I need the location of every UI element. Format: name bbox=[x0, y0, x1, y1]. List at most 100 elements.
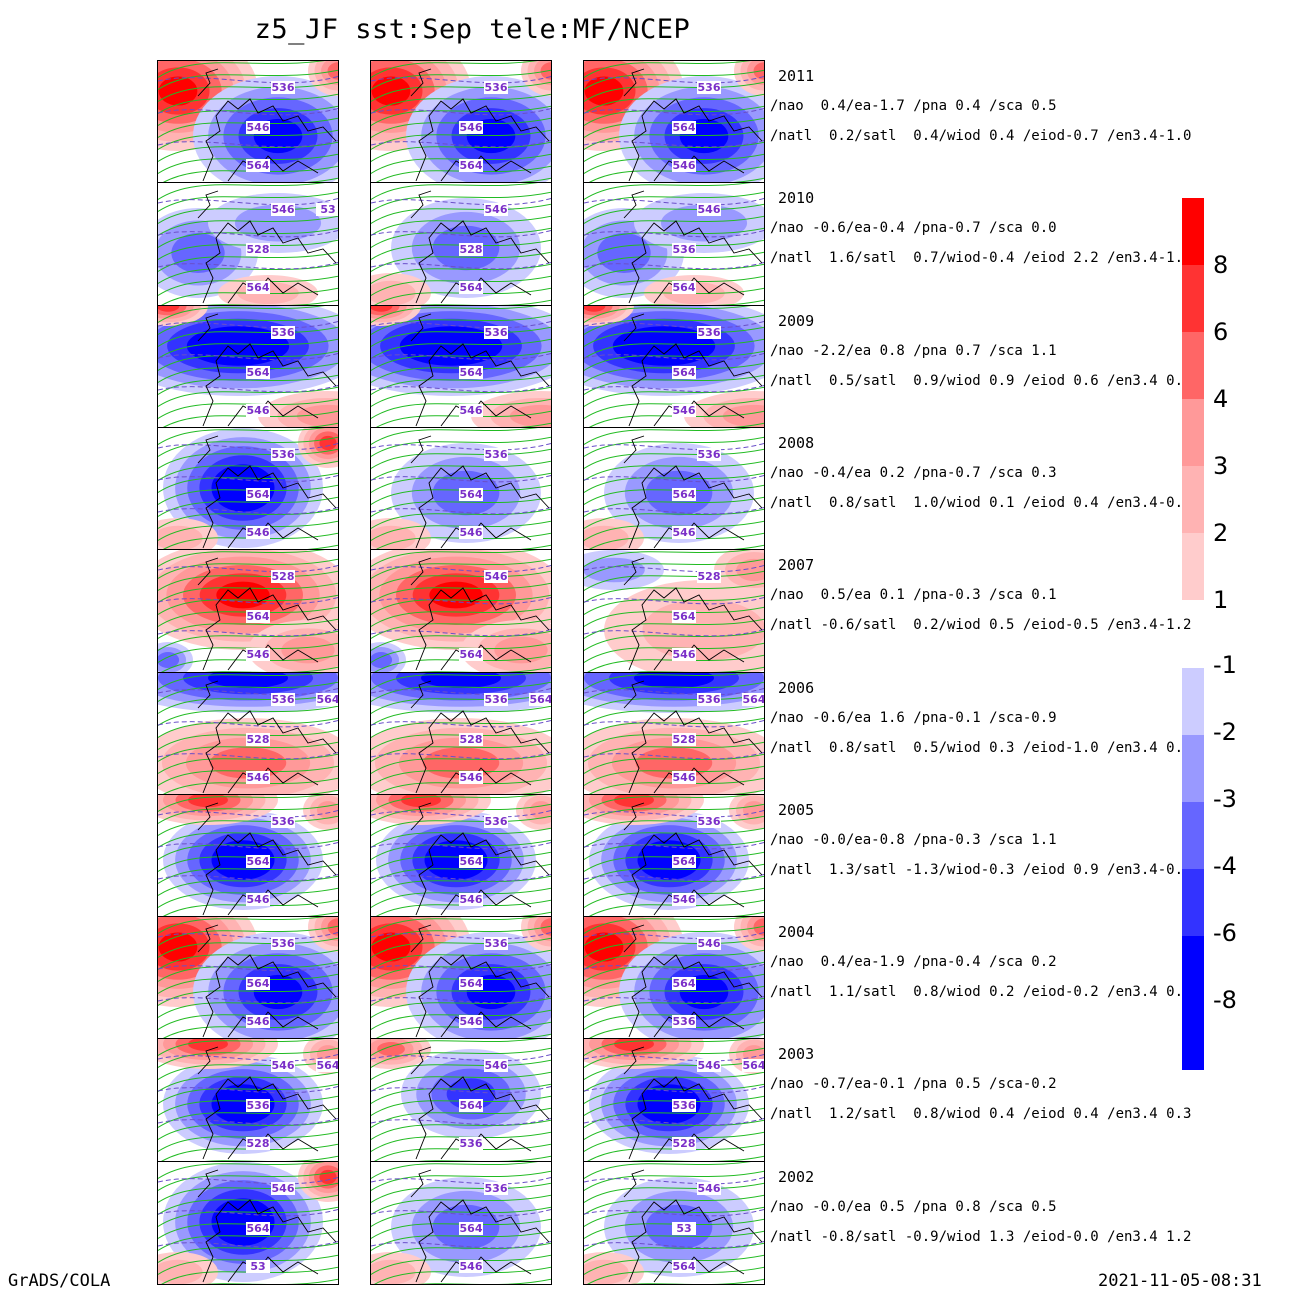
height-contour bbox=[371, 1059, 551, 1081]
contour-label: 564 bbox=[673, 121, 696, 134]
height-contour bbox=[158, 827, 338, 849]
height-contour bbox=[584, 326, 764, 348]
contour-label-bg bbox=[246, 893, 270, 906]
contour-label-bg bbox=[271, 81, 295, 94]
height-contour bbox=[158, 973, 338, 995]
height-contour bbox=[584, 428, 751, 446]
contour-label: 528 bbox=[460, 733, 483, 746]
height-contour bbox=[158, 717, 338, 739]
height-contour bbox=[584, 1039, 751, 1057]
height-contour bbox=[371, 705, 551, 727]
coastline bbox=[197, 190, 337, 304]
height-contour bbox=[158, 398, 338, 420]
contour-label-bg bbox=[246, 121, 270, 134]
contour-label-bg bbox=[484, 937, 508, 950]
contour-label-bg bbox=[271, 448, 295, 461]
coastline bbox=[197, 1169, 337, 1283]
height-contour bbox=[161, 654, 338, 672]
height-contour bbox=[371, 1194, 551, 1216]
height-contour bbox=[584, 153, 764, 175]
contour-label: 536 bbox=[698, 326, 721, 339]
contour-label-bg bbox=[246, 610, 270, 623]
contour-label-bg bbox=[484, 326, 508, 339]
contour-label: 564 bbox=[673, 977, 696, 990]
contour-label-bg bbox=[459, 1099, 483, 1112]
contour-label: 528 bbox=[460, 243, 483, 256]
climatology-contour bbox=[584, 506, 764, 515]
contour-label: 528 bbox=[698, 570, 721, 583]
map-panel-2002-2: 536 546 564 bbox=[370, 1161, 552, 1285]
climatology-contour bbox=[158, 687, 338, 696]
pos-anomaly-nw-4 bbox=[584, 306, 606, 312]
coastline bbox=[197, 313, 337, 427]
contour-label: 564 bbox=[743, 1059, 765, 1072]
climatology-contour bbox=[584, 139, 764, 148]
height-contour bbox=[374, 1021, 551, 1039]
height-contour bbox=[371, 508, 551, 530]
climatology-contour bbox=[371, 873, 551, 882]
height-contour bbox=[371, 1083, 551, 1105]
contour-label-bg bbox=[672, 526, 696, 539]
colorbar-box-negative bbox=[1182, 802, 1204, 869]
height-contour bbox=[371, 1039, 538, 1057]
contour-label: 564 bbox=[247, 610, 270, 623]
height-contour bbox=[587, 899, 764, 917]
contour-label-bg bbox=[316, 693, 338, 706]
teleconnection-indices: /nao -0.0/ea-0.8 /pna-0.3 /sca 1.1 bbox=[770, 832, 1057, 848]
height-contour bbox=[371, 428, 538, 446]
height-contour bbox=[158, 753, 338, 775]
contour-label-bg bbox=[484, 81, 508, 94]
contour-label-bg bbox=[697, 570, 721, 583]
contour-label-bg bbox=[246, 1137, 270, 1150]
contour-label-bg bbox=[697, 1182, 721, 1195]
height-contour bbox=[584, 997, 764, 1019]
height-contour bbox=[584, 917, 751, 935]
coastline bbox=[623, 1046, 763, 1160]
height-contour bbox=[584, 350, 764, 372]
contour-label: 546 bbox=[673, 893, 696, 906]
contour-label: 546 bbox=[485, 570, 508, 583]
teleconnection-indices: /nao -0.6/ea 1.6 /pna-0.1 /sca-0.9 bbox=[770, 710, 1057, 726]
coastline bbox=[197, 802, 337, 916]
climatology-contour bbox=[584, 197, 764, 206]
height-contour bbox=[161, 899, 338, 917]
pos-anomaly-1 bbox=[371, 1259, 416, 1284]
climatology-contour bbox=[371, 809, 551, 818]
height-contour bbox=[158, 460, 338, 482]
pos-anomaly-s-2 bbox=[281, 636, 335, 664]
coastline bbox=[197, 557, 337, 671]
contour-label: 564 bbox=[247, 281, 270, 294]
height-contour bbox=[584, 717, 764, 739]
contour-label-bg bbox=[459, 1015, 483, 1028]
height-contour bbox=[371, 215, 551, 237]
colorbar-box-positive bbox=[1182, 265, 1204, 332]
height-contour bbox=[371, 1242, 551, 1264]
height-contour bbox=[371, 326, 551, 348]
contour-label: 528 bbox=[272, 570, 295, 583]
height-contour bbox=[371, 448, 551, 470]
climatology-contour bbox=[371, 628, 551, 637]
climatology-contour bbox=[371, 719, 551, 728]
contour-label: 536 bbox=[272, 448, 295, 461]
height-contour bbox=[630, 1278, 764, 1284]
height-contour bbox=[630, 299, 764, 305]
contour-label-bg bbox=[459, 243, 483, 256]
climatology-contour bbox=[158, 320, 338, 329]
colorbar-label: -1 bbox=[1213, 651, 1237, 679]
height-contour bbox=[158, 1182, 338, 1204]
colorbar-label: 3 bbox=[1213, 452, 1229, 480]
climatology-contour bbox=[371, 107, 551, 116]
contour-label-bg bbox=[459, 281, 483, 294]
height-contour bbox=[584, 448, 764, 470]
climatology-contour bbox=[371, 1085, 551, 1094]
height-contour bbox=[374, 532, 551, 550]
neg-anomaly-5 bbox=[206, 333, 270, 359]
height-contour bbox=[158, 875, 338, 897]
height-contour bbox=[584, 338, 764, 360]
climatology-contour bbox=[158, 261, 338, 270]
coastline bbox=[197, 1046, 337, 1160]
map-panel-2006-1: 536 546 528 564 bbox=[157, 672, 339, 796]
height-contour bbox=[371, 827, 551, 849]
climatology-contour bbox=[584, 75, 764, 84]
contour-label-bg bbox=[459, 1222, 483, 1235]
